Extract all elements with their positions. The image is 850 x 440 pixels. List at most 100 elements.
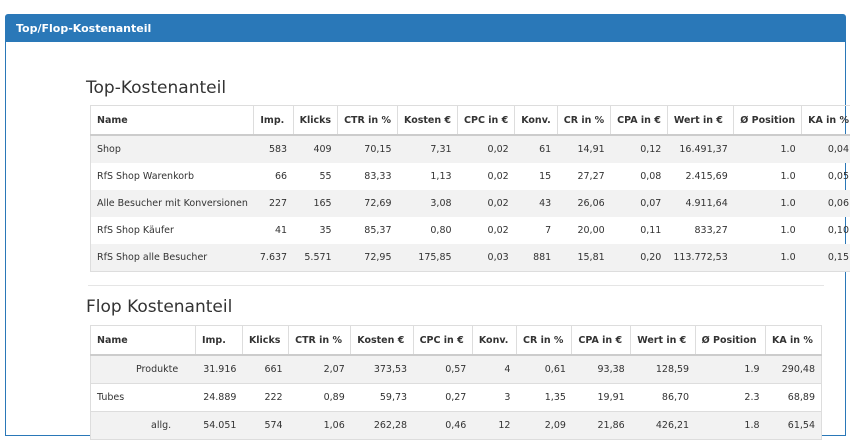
row-value-cell: 0,04 (802, 135, 850, 163)
row-name-cell: RfS Shop Warenkorb (91, 163, 254, 190)
row-value-cell: 262,28 (351, 412, 413, 440)
panel-title: Top/Flop-Kostenanteil (6, 15, 845, 42)
row-value-cell: 290,48 (766, 355, 822, 384)
row-value-cell: 19,91 (572, 384, 631, 412)
col-cpc[interactable]: CPC in € (458, 106, 515, 136)
row-value-cell: 55 (293, 163, 337, 190)
row-value-cell: 21,86 (572, 412, 631, 440)
row-name-cell: Produkte (91, 355, 196, 384)
row-value-cell: 83,33 (338, 163, 398, 190)
row-value-cell: 1.0 (734, 217, 802, 244)
flop-table-header: Name Imp. Klicks CTR in % Kosten € CPC i… (91, 326, 822, 356)
row-value-cell: 583 (254, 135, 293, 163)
row-value-cell: 222 (242, 384, 288, 412)
col-cpa[interactable]: CPA in € (572, 326, 631, 356)
row-value-cell: 7,31 (398, 135, 458, 163)
row-value-cell: 24.889 (196, 384, 243, 412)
col-ctr[interactable]: CTR in % (289, 326, 351, 356)
col-position[interactable]: Ø Position (695, 326, 765, 356)
row-value-cell: 0,20 (611, 244, 668, 272)
col-position[interactable]: Ø Position (734, 106, 802, 136)
col-klicks[interactable]: Klicks (293, 106, 337, 136)
row-value-cell: 1.8 (695, 412, 765, 440)
col-imp[interactable]: Imp. (196, 326, 243, 356)
row-value-cell: 0,57 (413, 355, 472, 384)
top-table: Name Imp. Klicks CTR in % Kosten € CPC i… (90, 105, 850, 272)
col-ka[interactable]: KA in % (766, 326, 822, 356)
col-ctr[interactable]: CTR in % (338, 106, 398, 136)
row-value-cell: 86,70 (631, 384, 695, 412)
row-value-cell: 0,03 (458, 244, 515, 272)
row-value-cell: 54.051 (196, 412, 243, 440)
row-value-cell: 3 (472, 384, 516, 412)
top-section-title: Top-Kostenanteil (86, 78, 226, 98)
row-value-cell: 0,89 (289, 384, 351, 412)
row-value-cell: 833,27 (667, 217, 733, 244)
row-value-cell: 0,02 (458, 163, 515, 190)
col-wert[interactable]: Wert in € (667, 106, 733, 136)
row-value-cell: 0,07 (611, 190, 668, 217)
row-value-cell: 113.772,53 (667, 244, 733, 272)
row-value-cell: 1.0 (734, 135, 802, 163)
row-value-cell: 0,06 (802, 190, 850, 217)
col-cr[interactable]: CR in % (516, 326, 571, 356)
col-kosten[interactable]: Kosten € (398, 106, 458, 136)
row-value-cell: 35 (293, 217, 337, 244)
row-value-cell: 61 (515, 135, 558, 163)
row-name-cell: Shop (91, 135, 254, 163)
row-value-cell: 0,15 (802, 244, 850, 272)
row-value-cell: 15 (515, 163, 558, 190)
row-value-cell: 165 (293, 190, 337, 217)
row-value-cell: 4.911,64 (667, 190, 733, 217)
row-value-cell: 0,61 (516, 355, 571, 384)
row-value-cell: 409 (293, 135, 337, 163)
row-value-cell: 0,10 (802, 217, 850, 244)
col-cr[interactable]: CR in % (557, 106, 610, 136)
row-value-cell: 0,46 (413, 412, 472, 440)
row-value-cell: 1.9 (695, 355, 765, 384)
row-value-cell: 2,09 (516, 412, 571, 440)
row-value-cell: 7.637 (254, 244, 293, 272)
row-value-cell: 70,15 (338, 135, 398, 163)
row-value-cell: 426,21 (631, 412, 695, 440)
row-value-cell: 27,27 (557, 163, 610, 190)
col-cpa[interactable]: CPA in € (611, 106, 668, 136)
row-name-cell: Tubes (91, 384, 196, 412)
col-name[interactable]: Name (91, 106, 254, 136)
row-value-cell: 0,12 (611, 135, 668, 163)
col-klicks[interactable]: Klicks (242, 326, 288, 356)
row-value-cell: 1.0 (734, 244, 802, 272)
col-konv[interactable]: Konv. (472, 326, 516, 356)
row-value-cell: 66 (254, 163, 293, 190)
col-cpc[interactable]: CPC in € (413, 326, 472, 356)
row-value-cell: 5.571 (293, 244, 337, 272)
row-value-cell: 373,53 (351, 355, 413, 384)
row-value-cell: 0,80 (398, 217, 458, 244)
row-value-cell: 72,95 (338, 244, 398, 272)
col-wert[interactable]: Wert in € (631, 326, 695, 356)
col-imp[interactable]: Imp. (254, 106, 293, 136)
row-value-cell: 0,05 (802, 163, 850, 190)
row-value-cell: 3,08 (398, 190, 458, 217)
col-kosten[interactable]: Kosten € (351, 326, 413, 356)
col-name[interactable]: Name (91, 326, 196, 356)
row-value-cell: 31.916 (196, 355, 243, 384)
row-value-cell: 1,13 (398, 163, 458, 190)
row-value-cell: 2.3 (695, 384, 765, 412)
row-value-cell: 43 (515, 190, 558, 217)
col-konv[interactable]: Konv. (515, 106, 558, 136)
row-value-cell: 0,08 (611, 163, 668, 190)
section-divider (88, 285, 824, 286)
row-value-cell: 2.415,69 (667, 163, 733, 190)
row-value-cell: 7 (515, 217, 558, 244)
row-name-cell: Alle Besucher mit Konversionen (91, 190, 254, 217)
row-value-cell: 1.0 (734, 190, 802, 217)
col-ka[interactable]: KA in % (802, 106, 850, 136)
row-value-cell: 12 (472, 412, 516, 440)
row-value-cell: 1.0 (734, 163, 802, 190)
